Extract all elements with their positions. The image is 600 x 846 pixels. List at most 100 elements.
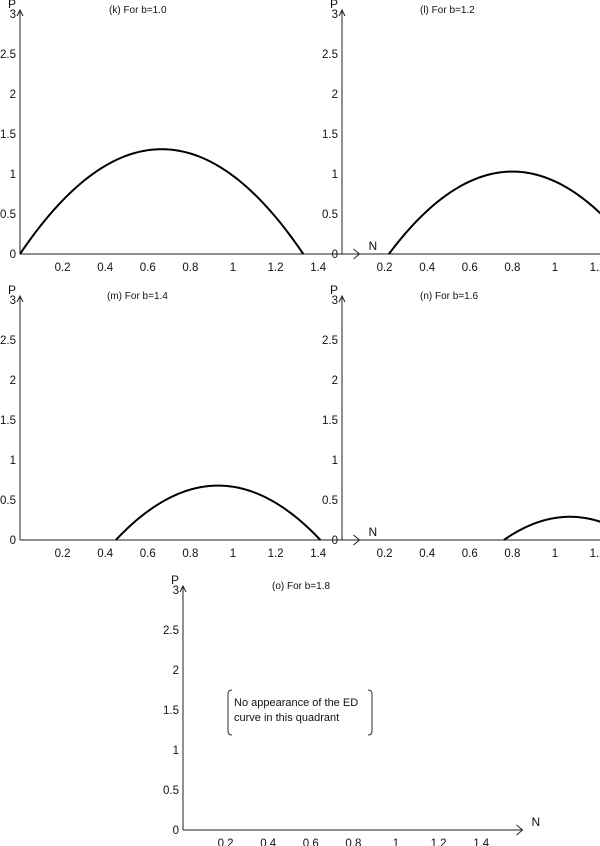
- x-tick-label: 1: [552, 548, 558, 560]
- x-tick-label: 0.2: [377, 548, 393, 560]
- panel-title: (m) For b=1.4: [107, 291, 168, 302]
- x-axis-label: N: [369, 239, 378, 253]
- y-tick-label: 2.5: [0, 49, 16, 61]
- y-tick-label: 1: [10, 169, 16, 181]
- x-tick-label: 0.8: [504, 548, 520, 560]
- y-tick-label: 0: [10, 535, 16, 547]
- y-axis-arrow: [16, 8, 24, 17]
- x-tick-label: 1.4: [310, 262, 327, 274]
- x-tick-label: 0.4: [97, 548, 114, 560]
- y-tick-label: 0: [173, 825, 179, 837]
- x-tick-label: 0.6: [303, 838, 319, 846]
- y-axis-arrow: [16, 294, 24, 303]
- y-tick-label: 2: [332, 89, 338, 101]
- x-tick-label: 0.6: [140, 262, 156, 274]
- note-bracket-left: [227, 689, 233, 736]
- x-tick-label: 0.2: [55, 548, 71, 560]
- y-tick-label: 1.5: [322, 415, 338, 427]
- y-axis-label: P: [8, 0, 16, 11]
- note-bracket-right: [367, 689, 373, 736]
- y-tick-label: 2: [173, 665, 179, 677]
- x-axis-label: N: [369, 525, 378, 539]
- note-text: curve in this quadrant: [234, 712, 339, 724]
- x-tick-label: 1: [230, 262, 236, 274]
- x-tick-label: 1.2: [590, 548, 600, 560]
- ed-curve: [388, 170, 600, 255]
- y-tick-label: 2.5: [322, 49, 338, 61]
- ed-curve: [503, 515, 600, 541]
- x-tick-label: 1.2: [431, 838, 447, 846]
- panel-k: P N (k) For b=1.0 0.2 0.4 0.6 0.8 1 1.2 1.4 0 0.5 1 1…: [0, 0, 377, 274]
- y-tick-label: 0.5: [163, 785, 179, 797]
- x-tick-label: 0.8: [182, 262, 198, 274]
- y-tick-label: 3: [10, 295, 16, 307]
- panel-n: PN(n) For b=1.60.20.40.60.811.21.400.511…: [322, 283, 600, 560]
- x-tick-label: 0.6: [140, 548, 156, 560]
- x-tick-label: 1.2: [268, 548, 284, 560]
- y-tick-label: 1: [332, 169, 338, 181]
- y-tick-label: 3: [173, 585, 179, 597]
- ed-curve: [19, 148, 305, 255]
- y-tick-label: 1.5: [322, 129, 338, 141]
- y-tick-label: 0.5: [0, 209, 16, 221]
- y-axis-label: P: [330, 0, 338, 11]
- y-axis-label: P: [330, 283, 338, 297]
- y-axis-arrow: [338, 294, 346, 303]
- y-tick-label: 2.5: [163, 625, 179, 637]
- x-tick-label: 1.4: [473, 838, 490, 846]
- x-tick-label: 0.2: [218, 838, 234, 846]
- y-tick-label: 1: [332, 455, 338, 467]
- panel-title: (n) For b=1.6: [420, 291, 479, 302]
- x-tick-label: 0.4: [97, 262, 114, 274]
- x-axis-label: N: [532, 815, 541, 829]
- x-tick-label: 0.6: [462, 262, 478, 274]
- x-tick-label: 0.2: [377, 262, 393, 274]
- note-text: No appearance of the ED: [234, 697, 358, 709]
- panel-title: (k) For b=1.0: [109, 5, 167, 16]
- ed-curve: [115, 484, 322, 541]
- x-tick-label: 0.2: [55, 262, 71, 274]
- y-tick-label: 0: [10, 249, 16, 261]
- y-tick-label: 1: [173, 745, 179, 757]
- y-tick-label: 0.5: [0, 495, 16, 507]
- x-tick-label: 1.2: [268, 262, 284, 274]
- x-tick-label: 0.4: [419, 548, 436, 560]
- panel-title: (l) For b=1.2: [420, 5, 475, 16]
- x-tick-label: 1: [393, 838, 399, 846]
- y-axis-label: P: [8, 283, 16, 297]
- x-tick-label: 0.8: [345, 838, 361, 846]
- y-tick-label: 0.5: [322, 209, 338, 221]
- panel-title: (o) For b=1.8: [272, 581, 331, 592]
- x-tick-label: 0.6: [462, 548, 478, 560]
- y-tick-label: 2: [10, 375, 16, 387]
- y-axis-arrow: [338, 8, 346, 17]
- y-tick-label: 2.5: [0, 335, 16, 347]
- y-axis-label: P: [171, 573, 179, 587]
- y-tick-label: 0.5: [322, 495, 338, 507]
- y-tick-label: 2: [10, 89, 16, 101]
- y-tick-label: 3: [332, 295, 338, 307]
- x-tick-label: 1.4: [310, 548, 327, 560]
- x-tick-label: 1.2: [590, 262, 600, 274]
- y-tick-label: 1: [10, 455, 16, 467]
- y-tick-label: 3: [10, 9, 16, 21]
- x-tick-label: 0.4: [260, 838, 277, 846]
- panel-o: P N (o) For b=1.8 0.2 0.4 0.6 0.8 1 1.2 1.4 0 0.5 1 1…: [163, 573, 540, 846]
- y-tick-label: 2: [332, 375, 338, 387]
- panel-l: PN(l) For b=1.20.20.40.60.811.21.400.511…: [322, 0, 600, 274]
- y-tick-label: 1.5: [163, 705, 179, 717]
- x-tick-label: 0.8: [182, 548, 198, 560]
- x-tick-label: 1: [552, 262, 558, 274]
- x-tick-label: 0.8: [504, 262, 520, 274]
- y-axis-arrow: [179, 584, 187, 593]
- y-tick-label: 0: [332, 249, 338, 261]
- y-tick-label: 1.5: [0, 129, 16, 141]
- y-tick-label: 0: [332, 535, 338, 547]
- panel-m: P N (m) For b=1.4 0.2 0.4 0.6 0.8 1 1.2 1.4 0 0.5 1 1…: [0, 283, 377, 560]
- y-tick-label: 2.5: [322, 335, 338, 347]
- y-tick-label: 1.5: [0, 415, 16, 427]
- x-tick-label: 0.4: [419, 262, 436, 274]
- x-tick-label: 1: [230, 548, 236, 560]
- y-tick-label: 3: [332, 9, 338, 21]
